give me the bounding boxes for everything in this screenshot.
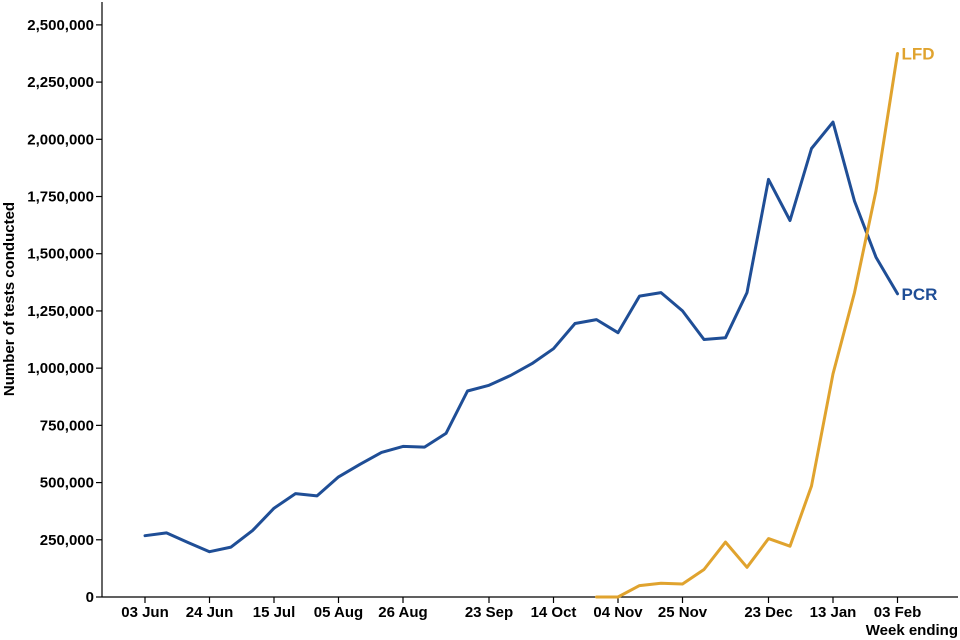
lfd-series-label: LFD	[902, 44, 935, 63]
y-tick-label: 1,250,000	[27, 303, 94, 320]
x-tick-label: 03 Feb	[874, 604, 922, 621]
x-axis-ticks: 03 Jun 24 Jun 15 Jul 05 Aug 26 Aug 23 Sep 14 O…	[121, 597, 921, 621]
y-tick-label: 750,000	[40, 417, 94, 434]
x-tick-label: 03 Jun	[121, 604, 169, 621]
pcr-series-line	[143, 120, 899, 554]
lfd-series-line	[595, 52, 899, 599]
x-tick-label: 26 Aug	[378, 604, 427, 621]
y-tick-label: 0	[86, 589, 94, 606]
y-tick-label: 1,500,000	[27, 246, 94, 263]
y-tick-label: 500,000	[40, 475, 94, 492]
y-tick-label: 2,500,000	[27, 17, 94, 34]
x-tick-label: 04 Nov	[593, 604, 643, 621]
x-axis-title: Week ending	[866, 622, 958, 639]
y-axis-ticks: 0 250,000 500,000 750,000 1,000,000 1,250,000…	[27, 17, 102, 606]
y-tick-label: 2,250,000	[27, 74, 94, 91]
pcr-series-label: PCR	[902, 285, 938, 304]
y-tick-label: 2,000,000	[27, 131, 94, 148]
y-tick-label: 250,000	[40, 532, 94, 549]
x-tick-label: 24 Jun	[186, 604, 234, 621]
x-tick-label: 15 Jul	[253, 604, 296, 621]
x-tick-label: 13 Jan	[810, 604, 857, 621]
x-tick-label: 14 Oct	[531, 604, 577, 621]
series-lines: PCR LFD	[143, 44, 938, 599]
x-tick-label: 25 Nov	[658, 604, 708, 621]
y-axis-title: Number of tests conducted	[1, 202, 18, 396]
y-tick-label: 1,000,000	[27, 360, 94, 377]
x-tick-label: 23 Dec	[744, 604, 792, 621]
x-tick-label: 05 Aug	[314, 604, 363, 621]
x-tick-label: 23 Sep	[465, 604, 513, 621]
y-tick-label: 1,750,000	[27, 189, 94, 206]
